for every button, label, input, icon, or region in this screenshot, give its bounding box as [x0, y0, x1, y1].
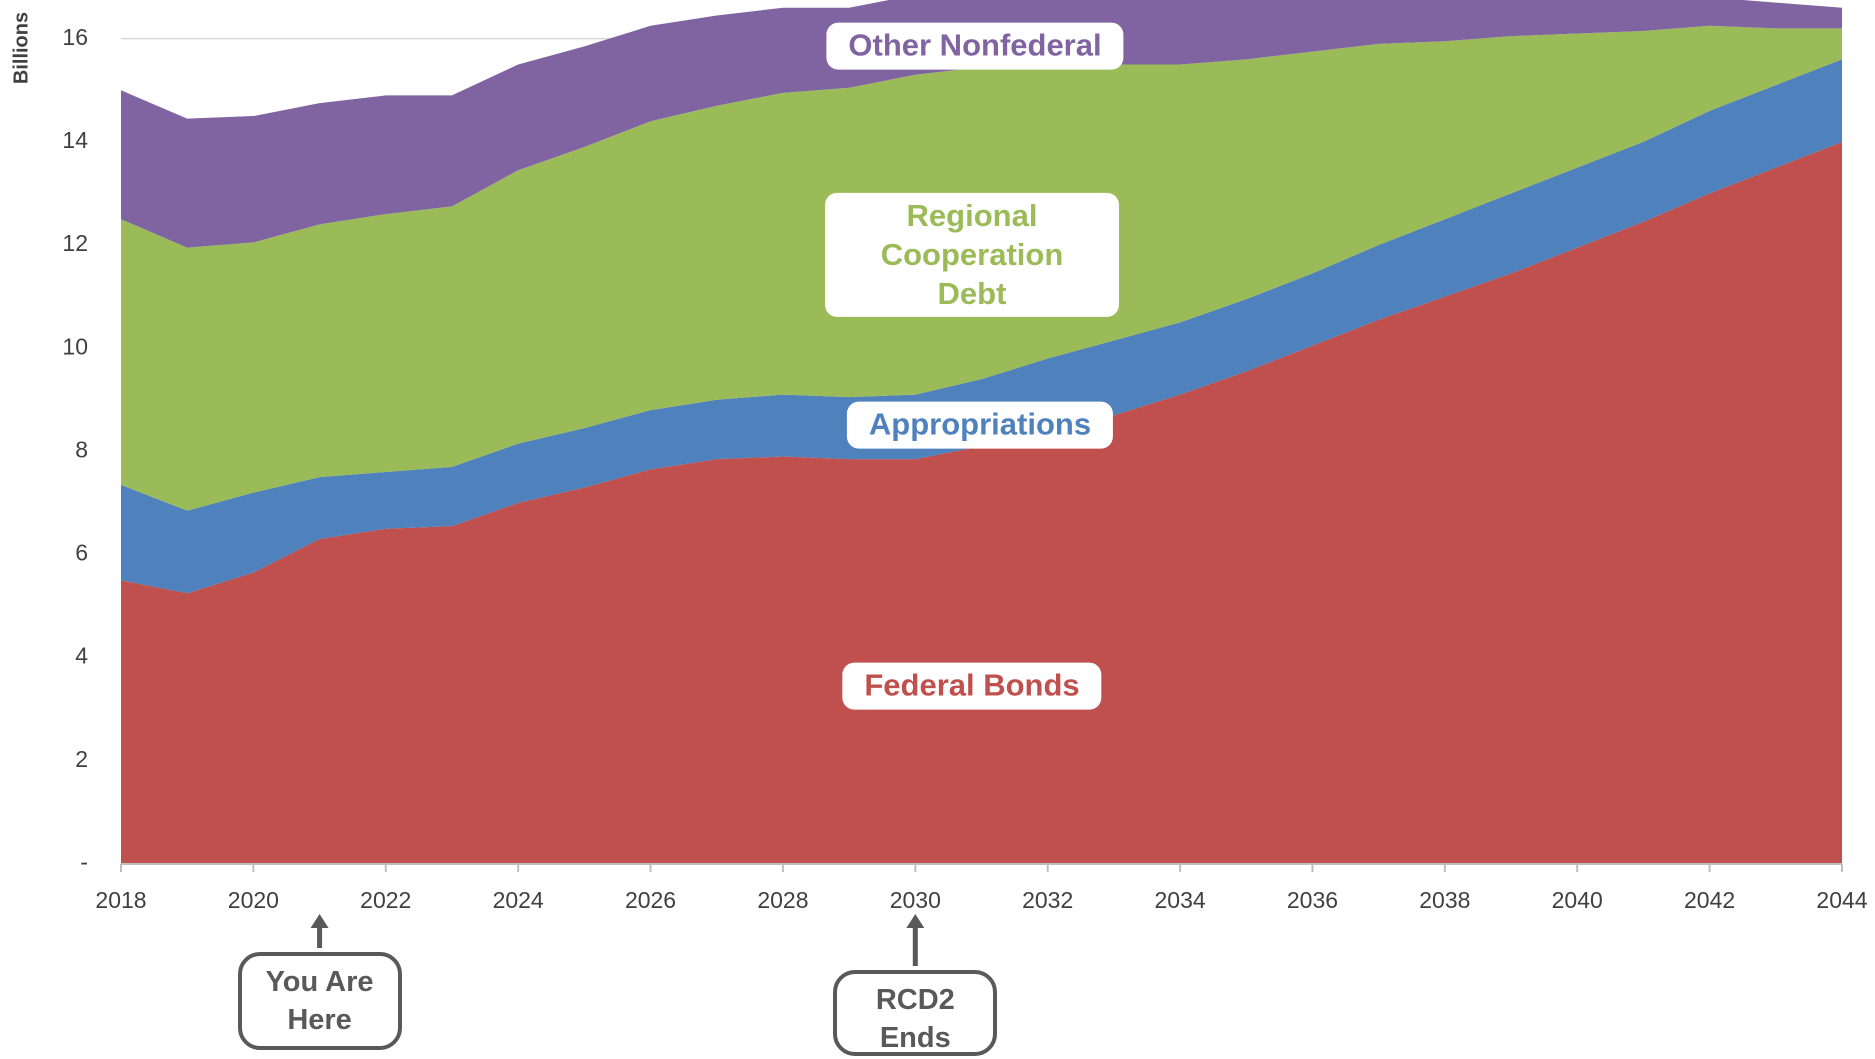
x-tick-label: 2032	[1022, 887, 1073, 913]
x-tick-label: 2022	[360, 887, 411, 913]
x-tick-label: 2026	[625, 887, 676, 913]
y-tick-label: 14	[62, 127, 88, 153]
x-tick-label: 2020	[228, 887, 279, 913]
series-label: Regional Cooperation Debt	[825, 192, 1119, 318]
y-axis-label: Billions	[10, 12, 32, 84]
x-tick-label: 2036	[1287, 887, 1338, 913]
x-tick-label: 2034	[1154, 887, 1205, 913]
x-tick-label: 2028	[757, 887, 808, 913]
x-tick-label: 2038	[1419, 887, 1470, 913]
annotation: RCD2 Ends	[833, 970, 998, 1056]
annotation-arrowhead	[310, 914, 329, 928]
y-tick-label: 12	[62, 230, 88, 256]
series-label: Other Nonfederal	[826, 22, 1124, 70]
y-tick-label: 8	[75, 436, 88, 462]
x-tick-label: 2042	[1684, 887, 1735, 913]
annotation-arrowhead	[906, 914, 925, 928]
y-tick-label: -	[80, 849, 88, 875]
x-tick-label: 2040	[1552, 887, 1603, 913]
y-tick-label: 6	[75, 540, 88, 566]
area	[121, 59, 1842, 594]
y-tick-label: 16	[62, 24, 88, 50]
y-tick-label: 4	[75, 643, 88, 669]
x-tick-label: 2030	[890, 887, 941, 913]
y-tick-label: 2	[75, 746, 88, 772]
x-tick-label: 2018	[95, 887, 146, 913]
y-tick-label: 10	[62, 333, 88, 359]
x-tick-label: 2044	[1816, 887, 1867, 913]
annotation: You Are Here	[237, 952, 402, 1050]
area	[121, 141, 1842, 864]
series-label: Federal Bonds	[842, 662, 1102, 710]
x-tick-label: 2024	[493, 887, 544, 913]
area	[121, 0, 1842, 248]
series-label: Appropriations	[846, 401, 1114, 449]
